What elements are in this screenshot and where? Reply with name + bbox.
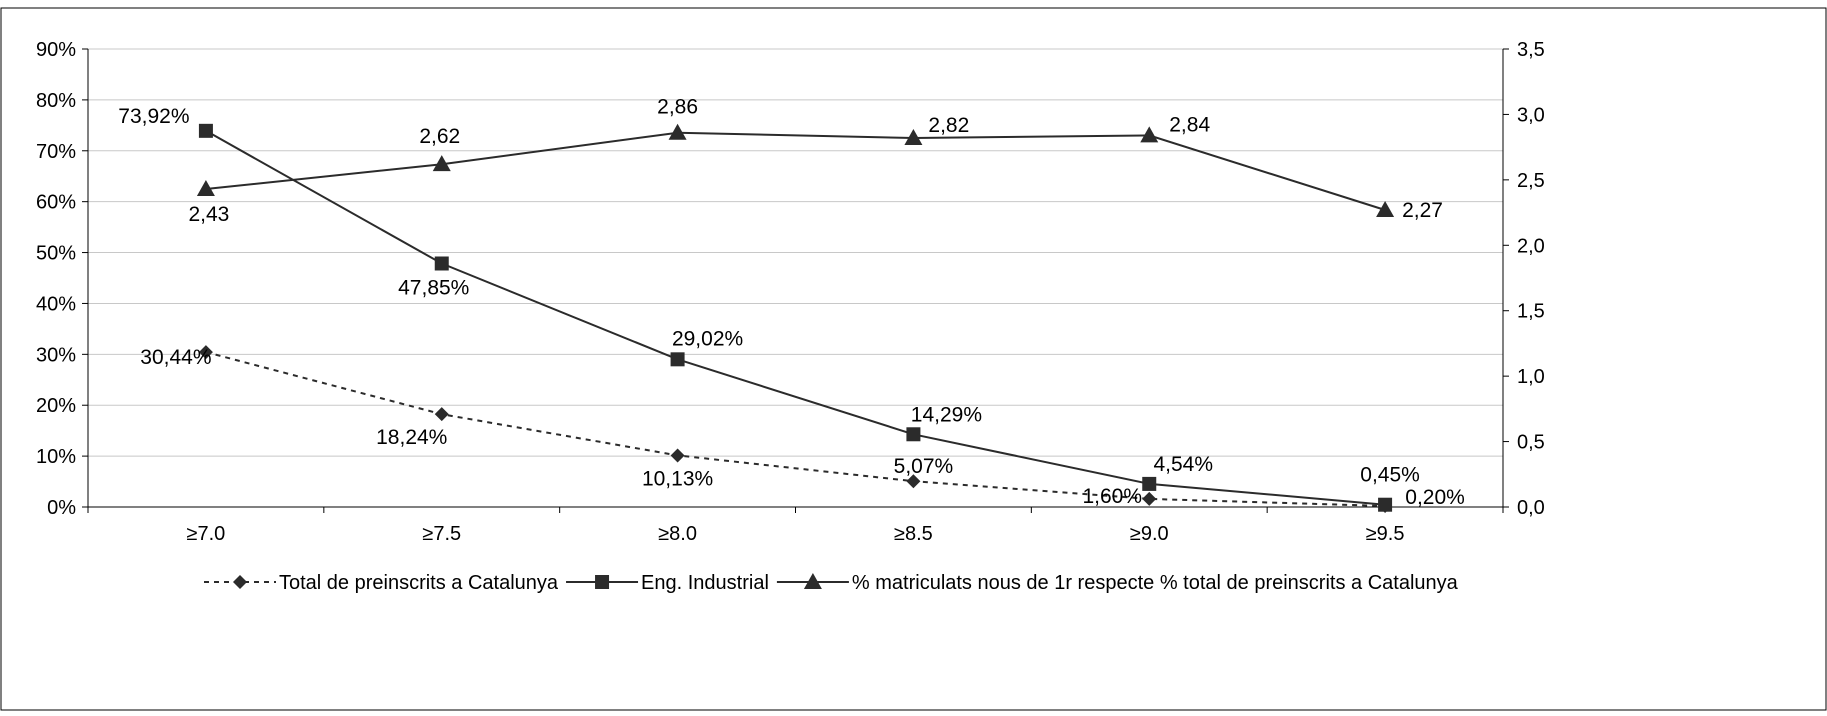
data-label: 2,86	[657, 96, 698, 119]
legend-label: Total de preinscrits a Catalunya	[279, 572, 559, 594]
series-line	[205, 129, 1386, 506]
series-line	[205, 131, 1386, 211]
data-label: 14,29%	[911, 403, 982, 426]
data-label: 2,84	[1169, 113, 1210, 136]
axes: 0% 10% 20% 30% 40% 50% 60% 70% 80% 90% 0,0 0,5 1,0 1,…	[36, 39, 1545, 545]
data-point-triangle	[668, 123, 687, 140]
y2-tick-label: 1,0	[1517, 366, 1545, 388]
data-label: 73,92%	[118, 105, 189, 128]
y-tick-label: 80%	[36, 90, 76, 112]
y2-tick-label: 3,0	[1517, 104, 1545, 126]
x-tick-label: ≥9.0	[1130, 523, 1169, 545]
data-label: 2,62	[419, 125, 460, 148]
chart-border	[0, 7, 1827, 711]
data-point-square	[434, 256, 449, 271]
data-label: 5,07%	[894, 455, 954, 478]
markers	[196, 123, 1395, 513]
series-line	[205, 351, 1386, 507]
data-label: 0,20%	[1405, 486, 1465, 509]
legend-marker-square	[595, 575, 610, 589]
data-label: 2,43	[188, 203, 229, 226]
data-label: 2,27	[1402, 199, 1443, 222]
y-tick-label: 10%	[36, 446, 76, 468]
data-point-diamond	[434, 407, 449, 422]
data-labels: 30,44% 18,24% 10,13% 5,07% 1,60% 0,20% 73,92% 4…	[118, 96, 1465, 509]
y2-tick-label: 0,0	[1517, 497, 1545, 519]
y2-tick-label: 3,5	[1517, 39, 1545, 61]
x-tick-label: ≥7.0	[187, 523, 226, 545]
data-point-diamond	[906, 474, 921, 489]
x-tick-label: ≥7.5	[422, 523, 461, 545]
data-label: 10,13%	[642, 467, 713, 490]
y2-tick-label: 2,5	[1517, 170, 1545, 192]
data-label: 4,54%	[1153, 453, 1213, 476]
data-label: 2,82	[928, 114, 969, 137]
data-point-square	[670, 352, 685, 367]
gridlines	[88, 48, 1503, 457]
y-tick-label: 70%	[36, 141, 76, 163]
y2-tick-label: 2,0	[1517, 235, 1545, 257]
data-point-square	[1142, 476, 1157, 491]
legend-label: Eng. Industrial	[641, 572, 769, 594]
legend-label: % matriculats nous de 1r respecte % tota…	[852, 572, 1459, 594]
data-label: 30,44%	[140, 346, 211, 369]
legend: Total de preinscrits a Catalunya Eng. Ind…	[204, 572, 1459, 594]
data-point-triangle	[1376, 200, 1395, 217]
x-tick-label: ≥8.0	[658, 523, 697, 545]
data-point-triangle	[1140, 126, 1159, 143]
x-tick-label: ≥8.5	[894, 523, 933, 545]
y2-tick-label: 1,5	[1517, 301, 1545, 323]
data-point-triangle	[196, 180, 215, 197]
data-point-square	[198, 123, 213, 138]
y-tick-label: 50%	[36, 243, 76, 265]
data-point-diamond	[670, 448, 685, 463]
y-tick-label: 90%	[36, 39, 76, 61]
data-label: 0,45%	[1360, 464, 1420, 487]
data-point-triangle	[432, 155, 451, 172]
data-label: 47,85%	[398, 276, 469, 299]
data-point-diamond	[198, 345, 213, 360]
legend-marker-triangle	[803, 573, 822, 589]
y-tick-label: 40%	[36, 293, 76, 315]
y2-tick-label: 0,5	[1517, 432, 1545, 454]
y-tick-label: 30%	[36, 344, 76, 366]
legend-marker-diamond	[233, 575, 247, 589]
data-label: 29,02%	[672, 327, 743, 350]
data-point-square	[1378, 497, 1393, 512]
y-tick-label: 60%	[36, 192, 76, 214]
data-label: 18,24%	[376, 426, 447, 449]
data-point-triangle	[904, 128, 923, 145]
data-point-square	[906, 427, 921, 442]
y-tick-label: 0%	[47, 497, 76, 519]
data-point-diamond	[1142, 491, 1157, 506]
series-lines	[205, 129, 1386, 507]
y-tick-label: 20%	[36, 395, 76, 417]
x-tick-label: ≥9.5	[1366, 523, 1405, 545]
data-label: 1,60%	[1082, 485, 1142, 508]
